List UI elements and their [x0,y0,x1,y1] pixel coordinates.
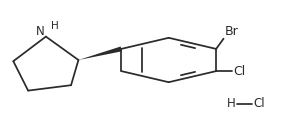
Text: Br: Br [225,25,239,38]
Polygon shape [78,47,122,60]
Text: Cl: Cl [234,65,246,78]
Text: Cl: Cl [253,97,265,110]
Text: H: H [51,21,59,31]
Text: H: H [226,97,235,110]
Text: N: N [36,25,45,38]
